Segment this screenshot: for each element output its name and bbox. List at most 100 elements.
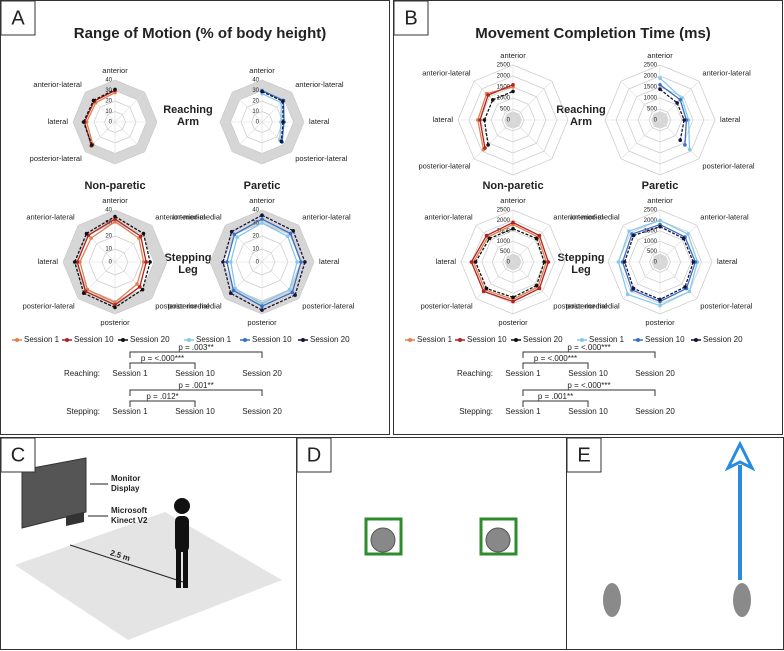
data-point — [487, 236, 492, 241]
series-segment — [141, 261, 151, 290]
series-segment — [486, 221, 514, 237]
data-point — [113, 300, 117, 305]
spoke — [114, 261, 152, 299]
legend-label: Session 20 — [523, 335, 563, 344]
panel-letter: E — [577, 444, 590, 466]
data-point — [631, 286, 636, 291]
category-label: anterior — [249, 66, 275, 75]
r-tick-label: 1500 — [497, 85, 511, 91]
data-point — [81, 120, 86, 124]
r-tick-label: 500 — [500, 249, 511, 255]
panel-letter-box — [0, 0, 36, 36]
series-segment — [492, 90, 514, 101]
series-segment — [617, 230, 630, 263]
data-point — [113, 217, 117, 221]
category-label: anterior — [647, 196, 673, 205]
series-segment — [470, 261, 485, 292]
data-point — [138, 285, 142, 289]
session-label: Session 1 — [112, 407, 148, 416]
r-tick-label: 20 — [252, 99, 259, 105]
spoke — [620, 119, 661, 160]
p-value: p = <.000*** — [141, 354, 184, 363]
series-segment — [233, 289, 263, 307]
spoke — [114, 225, 152, 263]
session-label: Session 1 — [505, 369, 541, 378]
panel-letter: B — [404, 7, 417, 29]
series-segment — [82, 121, 93, 146]
series-segment — [659, 287, 687, 303]
p-value: p = .001** — [178, 381, 213, 390]
series-segment — [659, 286, 686, 301]
series-segment — [538, 235, 549, 263]
data-point — [279, 139, 284, 144]
r-tick-label: 10 — [252, 109, 259, 115]
legend-label: Session 1 — [589, 335, 625, 344]
r-tick-label: 20 — [252, 234, 259, 240]
r-tick-label: 40 — [252, 208, 259, 214]
category-label: posterior — [498, 318, 528, 327]
series-segment — [512, 223, 539, 238]
series-segment — [477, 93, 488, 121]
r-tick-label: 40 — [252, 78, 259, 84]
data-point — [687, 147, 692, 152]
series-segment — [235, 288, 263, 305]
series-segment — [93, 89, 116, 102]
series-segment — [483, 290, 514, 303]
series-segment — [474, 261, 488, 289]
panel-letter-box — [296, 437, 332, 473]
series-segment — [470, 235, 488, 263]
p-value: p = .001** — [538, 392, 573, 401]
legend-label: Session 1 — [196, 335, 232, 344]
data-point — [299, 260, 303, 264]
series-segment — [114, 283, 138, 303]
spoke — [512, 225, 550, 263]
row-label: Leg — [178, 264, 198, 276]
spoke — [78, 225, 116, 263]
series-segment — [234, 218, 263, 235]
series-segment — [82, 100, 95, 123]
r-tick-label: 1000 — [644, 239, 658, 245]
series-segment — [139, 261, 147, 287]
data-point — [260, 301, 264, 306]
series-segment — [472, 236, 489, 263]
series-segment — [291, 261, 302, 293]
panel-d-frame — [296, 437, 567, 650]
r-tick-label: 30 — [252, 88, 259, 94]
series-segment — [279, 121, 282, 140]
category-label: lateral — [319, 257, 340, 266]
category-label: anterior-lateral — [33, 80, 82, 89]
data-point — [683, 143, 687, 147]
series-segment — [621, 233, 633, 263]
chart-title: Non-paretic — [84, 180, 145, 192]
data-point — [231, 288, 236, 293]
panel-letter-box — [0, 437, 36, 473]
legend-marker — [514, 338, 518, 342]
category-label: posterior — [247, 318, 277, 327]
series-segment — [486, 287, 514, 298]
category-label: anterior-lateral — [424, 213, 473, 222]
series-segment — [633, 287, 661, 301]
session-label: Session 10 — [175, 407, 215, 416]
panel-e-frame — [566, 437, 784, 650]
data-point — [658, 297, 662, 302]
setup-label: Monitor — [111, 474, 140, 483]
r-tick-label: 0 — [109, 120, 113, 126]
series-segment — [288, 261, 298, 290]
data-point — [658, 83, 662, 87]
data-point — [658, 218, 662, 223]
data-point — [625, 292, 630, 297]
legend-label: Session 20 — [703, 335, 743, 344]
data-point — [113, 214, 117, 219]
legend-label: Session 20 — [310, 335, 350, 344]
r-tick-label: 20 — [105, 234, 112, 240]
data-point — [293, 293, 297, 297]
r-tick-label: 1000 — [497, 239, 511, 245]
series-segment — [659, 84, 681, 101]
legend-label: Session 20 — [130, 335, 170, 344]
data-point — [682, 118, 686, 122]
spoke — [473, 119, 514, 160]
series-segment — [681, 98, 690, 121]
series-segment — [659, 88, 678, 104]
data-point — [691, 260, 696, 264]
series-segment — [484, 289, 514, 301]
